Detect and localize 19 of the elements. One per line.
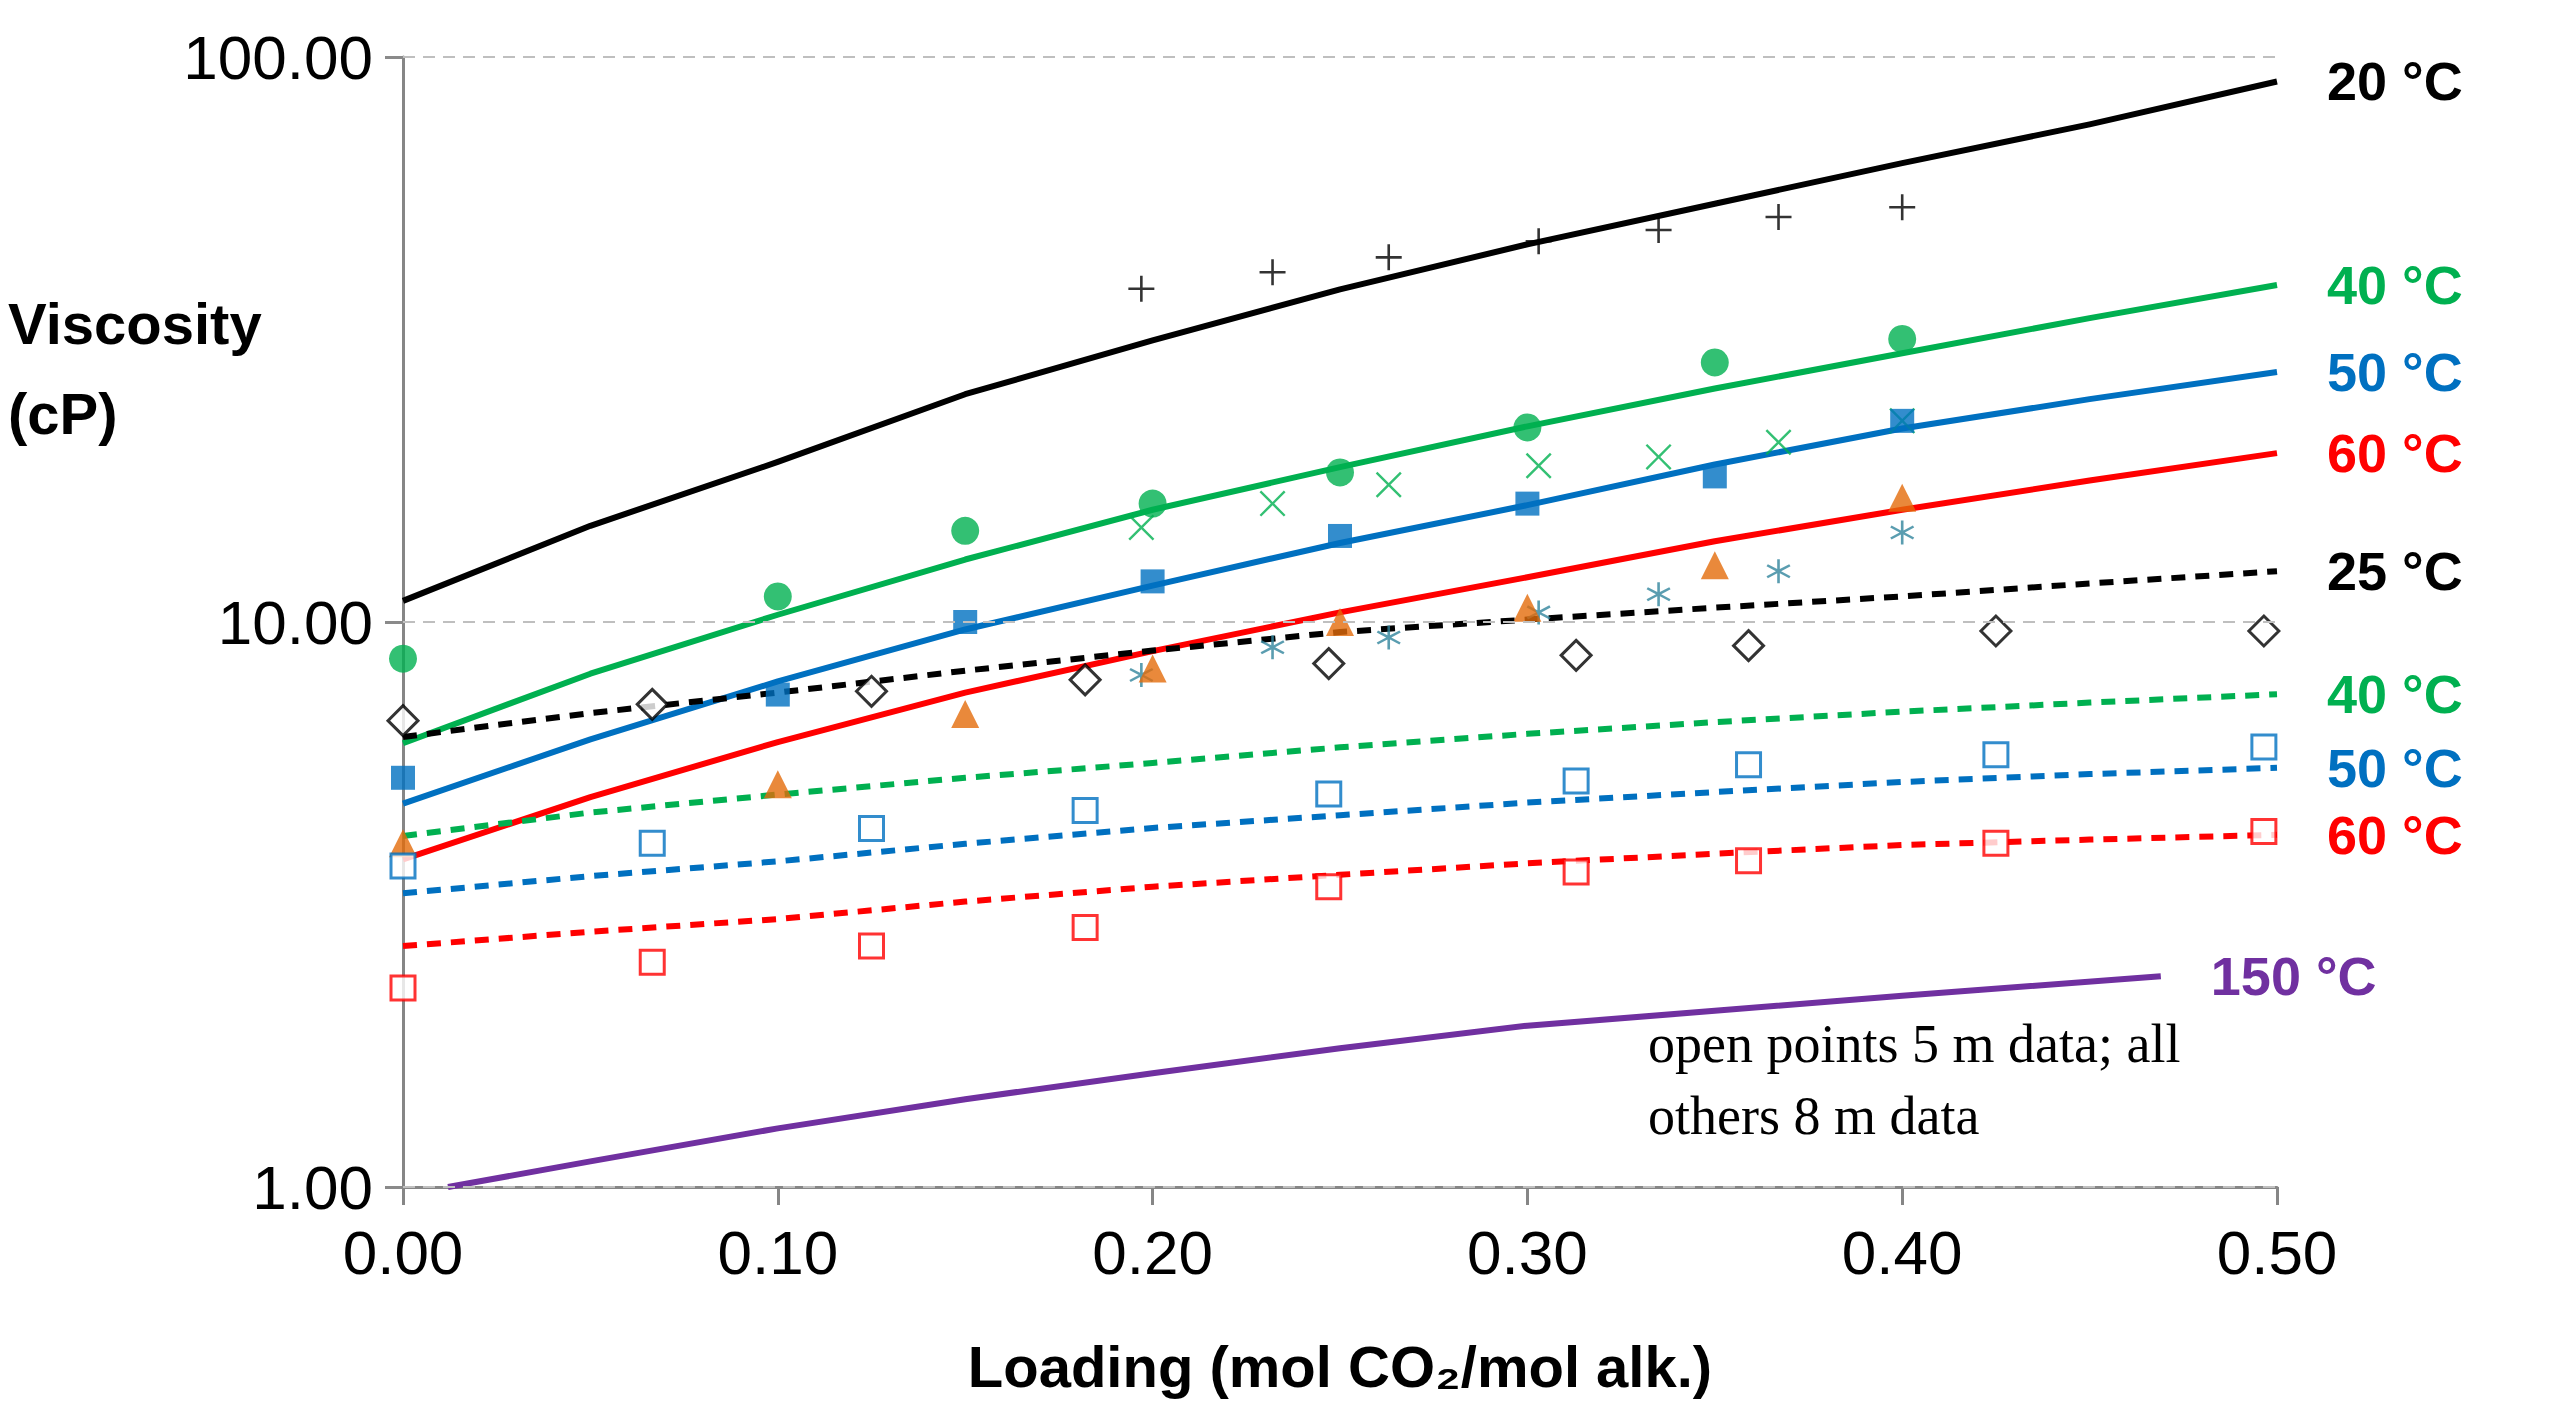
y-tick-label: 10.00: [217, 587, 373, 657]
y-axis-title: Viscosity (cP): [8, 290, 278, 446]
y-tick-label: 100.00: [183, 22, 373, 92]
series-label: 150 °C: [2210, 946, 2377, 1007]
x-tick-label: 0.40: [1841, 1217, 1963, 1287]
series-label: 60 °C: [2327, 804, 2463, 865]
series-label: 20 °C: [2327, 51, 2463, 112]
series-label: 50 °C: [2327, 342, 2463, 402]
series-label: 40 °C: [2327, 254, 2463, 315]
series-label: 50 °C: [2327, 737, 2463, 798]
x-tick-label: 0.30: [1467, 1217, 1588, 1287]
x-axis-title: Loading (mol CO₂/mol alk.): [967, 1333, 1713, 1399]
series-label: 60 °C: [2327, 423, 2463, 484]
x-tick-label: 0.50: [2216, 1217, 2338, 1287]
series-label: 25 °C: [2327, 541, 2463, 602]
x-tick-label: 0.20: [1092, 1217, 1213, 1287]
series-label: 40 °C: [2327, 664, 2463, 725]
x-tick-label: 0.10: [717, 1217, 839, 1287]
annotation: open points 5 m data; all others 8 m data: [1648, 1014, 2194, 1146]
